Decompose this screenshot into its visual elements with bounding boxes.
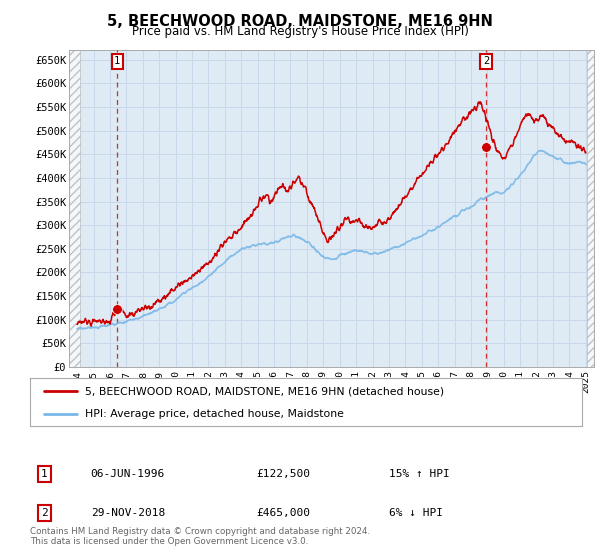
- Text: 5, BEECHWOOD ROAD, MAIDSTONE, ME16 9HN: 5, BEECHWOOD ROAD, MAIDSTONE, ME16 9HN: [107, 14, 493, 29]
- Text: 2: 2: [483, 57, 489, 67]
- Text: 1: 1: [114, 57, 121, 67]
- Text: Contains HM Land Registry data © Crown copyright and database right 2024.
This d: Contains HM Land Registry data © Crown c…: [30, 526, 370, 546]
- Text: 5, BEECHWOOD ROAD, MAIDSTONE, ME16 9HN (detached house): 5, BEECHWOOD ROAD, MAIDSTONE, ME16 9HN (…: [85, 386, 445, 396]
- Text: 6% ↓ HPI: 6% ↓ HPI: [389, 508, 443, 518]
- Text: £122,500: £122,500: [256, 469, 310, 479]
- Text: HPI: Average price, detached house, Maidstone: HPI: Average price, detached house, Maid…: [85, 409, 344, 419]
- Text: 06-JUN-1996: 06-JUN-1996: [91, 469, 165, 479]
- Text: 15% ↑ HPI: 15% ↑ HPI: [389, 469, 449, 479]
- Bar: [69, 50, 80, 367]
- Text: Price paid vs. HM Land Registry's House Price Index (HPI): Price paid vs. HM Land Registry's House …: [131, 25, 469, 38]
- Text: 29-NOV-2018: 29-NOV-2018: [91, 508, 165, 518]
- Text: 1: 1: [41, 469, 48, 479]
- Text: £465,000: £465,000: [256, 508, 310, 518]
- Text: 2: 2: [41, 508, 48, 518]
- Bar: [587, 50, 594, 367]
